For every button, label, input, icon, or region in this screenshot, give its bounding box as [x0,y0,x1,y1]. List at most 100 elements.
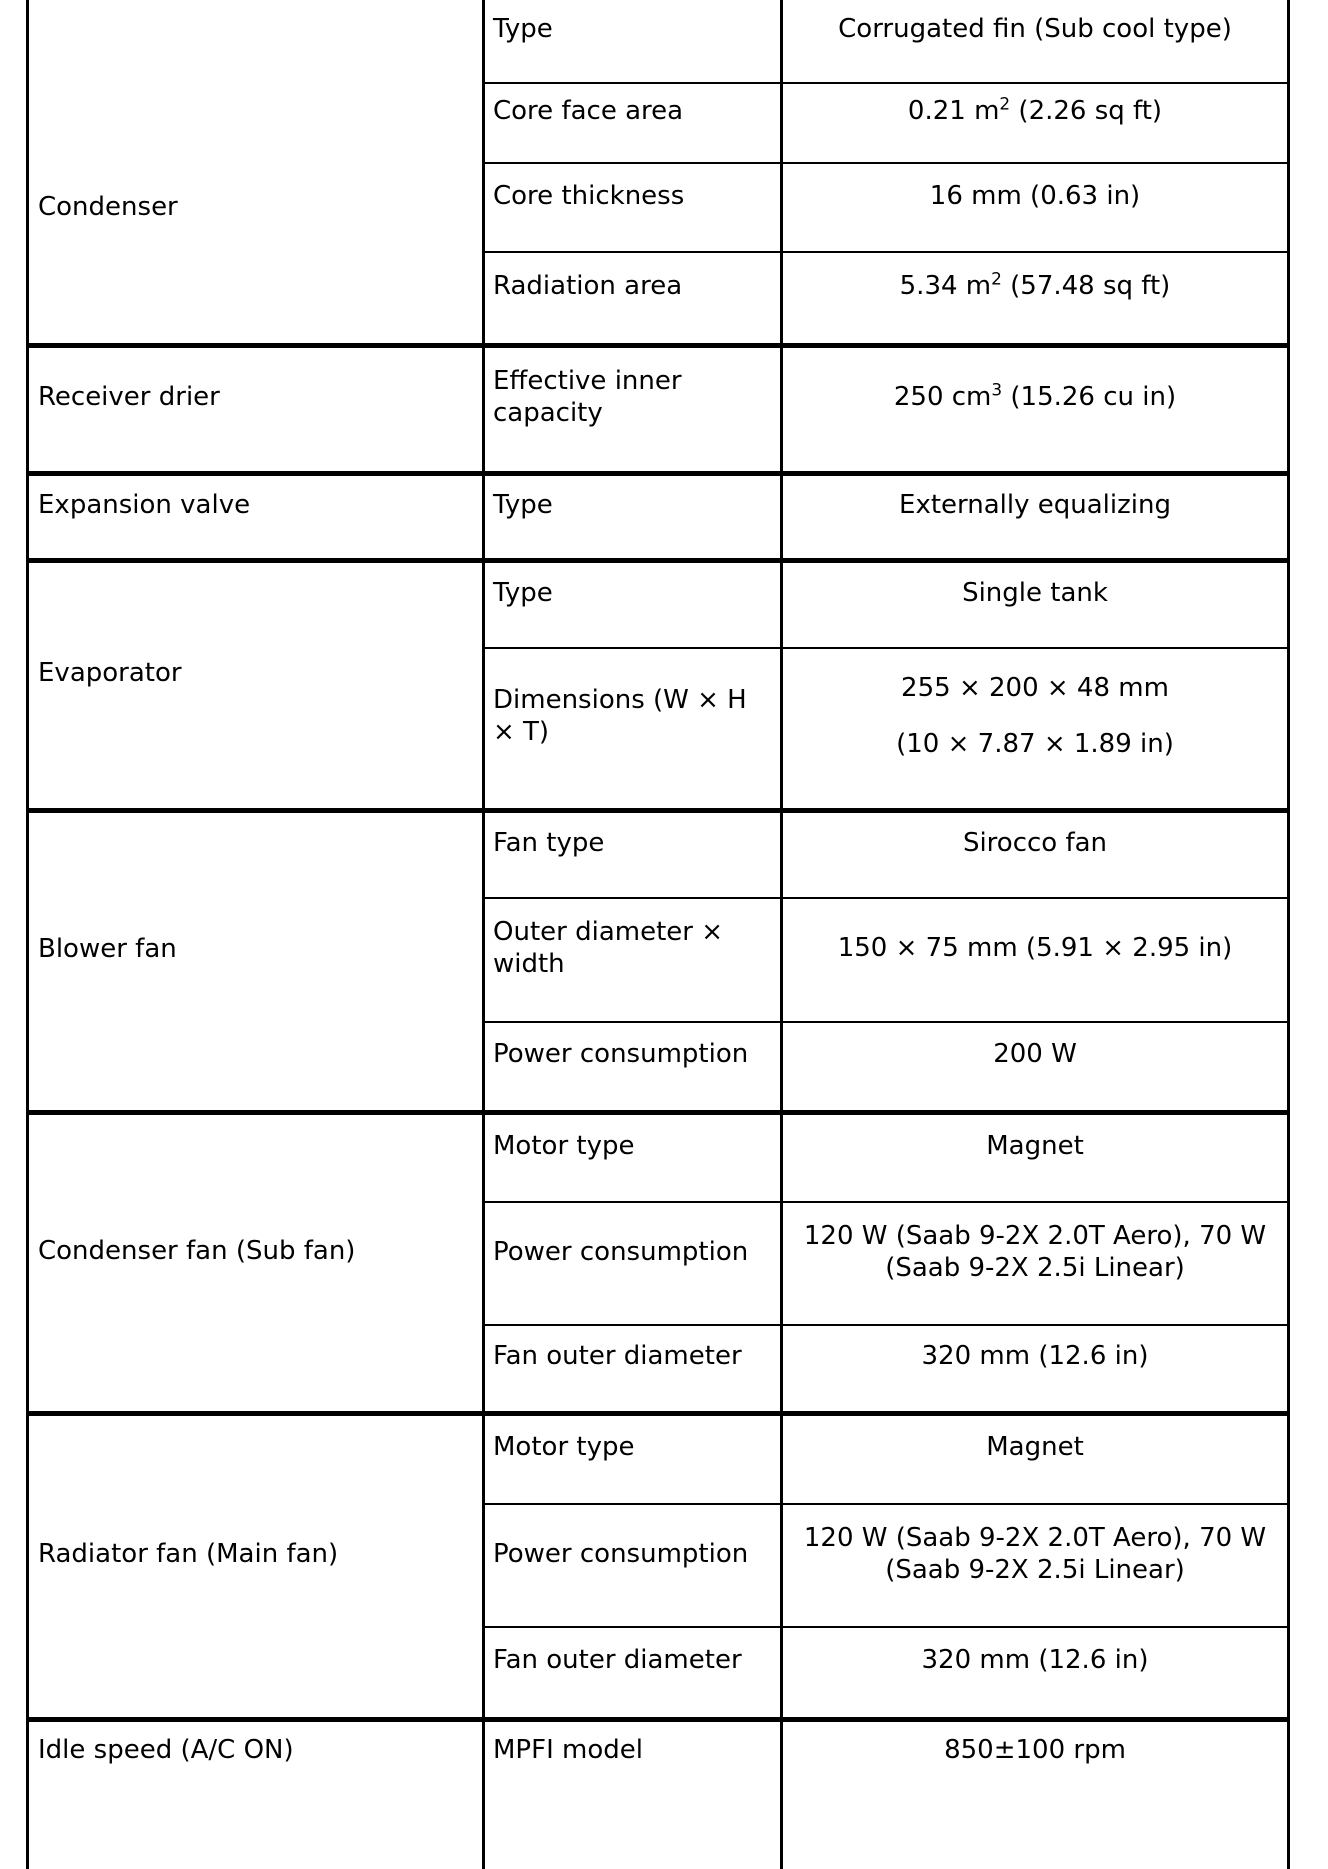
component-cell: Receiver drier [26,342,485,473]
value-cell: 255 × 200 × 48 mm (10 × 7.87 × 1.89 in) [780,647,1290,810]
table-row: Dimensions (W × H × T) 255 × 200 × 48 mm… [28,647,1290,810]
property-cell: Dimensions (W × H × T) [482,647,783,810]
value-text: Magnet [986,1130,1084,1161]
component-label: Idle speed (A/C ON) [38,1734,294,1765]
component-label: Expansion valve [38,489,251,520]
property-cell: Power consumption [482,1503,783,1627]
property-label: Core face area [493,96,684,126]
property-cell: Motor type [482,1109,783,1202]
value-text: 320 mm (12.6 in) [921,1341,1149,1372]
property-label: Fan type [493,827,605,858]
table-row: Core face area 0.21 m2 (2.26 sq ft) [28,82,1290,163]
value-text: 120 W (Saab 9-2X 2.0T Aero), 70 W (Saab … [803,1220,1267,1283]
component-cell: Expansion valve [26,470,485,560]
value-text: 16 mm (0.63 in) [929,180,1141,211]
table-row: Radiator fan (Main fan) Motor type Magne… [26,1410,1290,1719]
table-row: Evaporator Type Single tank [26,557,1290,810]
property-label: Type [493,489,553,520]
table-row: Condenser fan (Sub fan) Motor type Magne… [26,1109,1290,1413]
property-label: Radiation area [493,270,683,301]
property-cell: Fan outer diameter [482,1626,783,1719]
property-cell: Core thickness [482,162,783,252]
property-label: Effective inner capacity [493,366,682,428]
property-label: Core thickness [493,180,685,211]
value-text: Single tank [962,577,1108,608]
value-cell: 320 mm (12.6 in) [780,1324,1290,1413]
property-cell: Radiation area [482,251,783,345]
value-cell: Magnet [780,1109,1290,1202]
property-cell: Type [482,470,783,560]
property-label: Type [493,577,553,608]
value-text: 850±100 rpm [944,1734,1126,1765]
value-cell: 850±100 rpm [780,1716,1290,1869]
property-label: Power consumption [493,1538,749,1569]
component-label: Condenser [38,191,178,222]
value-text: 5.34 m2 (57.48 sq ft) [899,268,1171,301]
property-label: MPFI model [493,1734,643,1765]
property-cell: MPFI model [482,1716,783,1869]
table-row: Fan outer diameter 320 mm (12.6 in) [28,1324,1290,1413]
component-cell: Evaporator [26,557,485,810]
component-label: Blower fan [38,934,177,964]
component-cell: Condenser [26,0,485,345]
property-label: Fan outer diameter [493,1645,742,1676]
value-cell: 120 W (Saab 9-2X 2.0T Aero), 70 W (Saab … [780,1503,1290,1627]
component-label: Condenser fan (Sub fan) [38,1235,356,1266]
value-text: 120 W (Saab 9-2X 2.0T Aero), 70 W (Saab … [803,1522,1267,1585]
component-cell: Idle speed (A/C ON) [26,1716,485,1869]
property-cell: Type [482,557,783,648]
property-cell: Type [482,0,783,83]
value-cell: Corrugated fin (Sub cool type) [780,0,1290,83]
property-cell: Core face area [482,82,783,163]
property-label: Outer diameter × width [493,917,724,979]
property-cell: Fan outer diameter [482,1324,783,1413]
property-label: Type [493,14,553,44]
spec-table: Condenser Type Corrugated fin (Sub cool … [26,0,1290,1869]
value-cell: Magnet [780,1410,1290,1504]
table-row: Radiation area 5.34 m2 (57.48 sq ft) [28,251,1290,345]
table-row: Power consumption 200 W [28,1021,1290,1112]
value-cell: Externally equalizing [780,470,1290,560]
property-label: Power consumption [493,1236,749,1267]
value-text: 200 W [993,1039,1077,1070]
value-text: 250 cm3 (15.26 cu in) [893,379,1177,412]
property-cell: Fan type [482,807,783,898]
table-row: Power consumption 120 W (Saab 9-2X 2.0T … [28,1503,1290,1627]
value-text: Sirocco fan [962,827,1108,858]
property-cell: Power consumption [482,1201,783,1325]
property-cell: Effective inner capacity [482,342,783,473]
value-cell: 320 mm (12.6 in) [780,1626,1290,1719]
value-cell: 0.21 m2 (2.26 sq ft) [780,82,1290,163]
component-label: Receiver drier [38,382,220,412]
value-text: 0.21 m2 (2.26 sq ft) [907,93,1163,126]
table-row: Receiver drier Effective inner capacity … [26,342,1290,473]
table-row: Blower fan Fan type Sirocco fan [26,807,1290,1112]
component-cell: Radiator fan (Main fan) [26,1410,485,1719]
property-label: Motor type [493,1130,635,1161]
value-text: Magnet [986,1432,1084,1463]
component-label: Radiator fan (Main fan) [38,1539,339,1569]
component-cell: Condenser fan (Sub fan) [26,1109,485,1413]
value-text: 150 × 75 mm (5.91 × 2.95 in) [837,933,1233,963]
value-text-line1: 255 × 200 × 48 mm [901,673,1169,704]
value-text-line2: (10 × 7.87 × 1.89 in) [896,729,1174,760]
property-cell: Motor type [482,1410,783,1504]
value-text: 320 mm (12.6 in) [921,1645,1149,1676]
value-text: Corrugated fin (Sub cool type) [838,14,1232,44]
table-row: Outer diameter × width 150 × 75 mm (5.91… [28,897,1290,1022]
value-cell: 150 × 75 mm (5.91 × 2.95 in) [780,897,1290,1022]
property-label: Power consumption [493,1039,749,1070]
property-cell: Power consumption [482,1021,783,1112]
table-row: Idle speed (A/C ON) MPFI model 850±100 r… [26,1716,1290,1869]
table-row: Core thickness 16 mm (0.63 in) [28,162,1290,252]
value-cell: 16 mm (0.63 in) [780,162,1290,252]
table-row: Condenser Type Corrugated fin (Sub cool … [26,0,1290,345]
value-cell: 200 W [780,1021,1290,1112]
table-row: Expansion valve Type Externally equalizi… [26,470,1290,560]
property-label: Dimensions (W × H × T) [493,685,747,748]
value-cell: Sirocco fan [780,807,1290,898]
value-cell: 120 W (Saab 9-2X 2.0T Aero), 70 W (Saab … [780,1201,1290,1325]
table-row: Power consumption 120 W (Saab 9-2X 2.0T … [28,1201,1290,1325]
component-label: Evaporator [38,658,182,688]
property-cell: Outer diameter × width [482,897,783,1022]
